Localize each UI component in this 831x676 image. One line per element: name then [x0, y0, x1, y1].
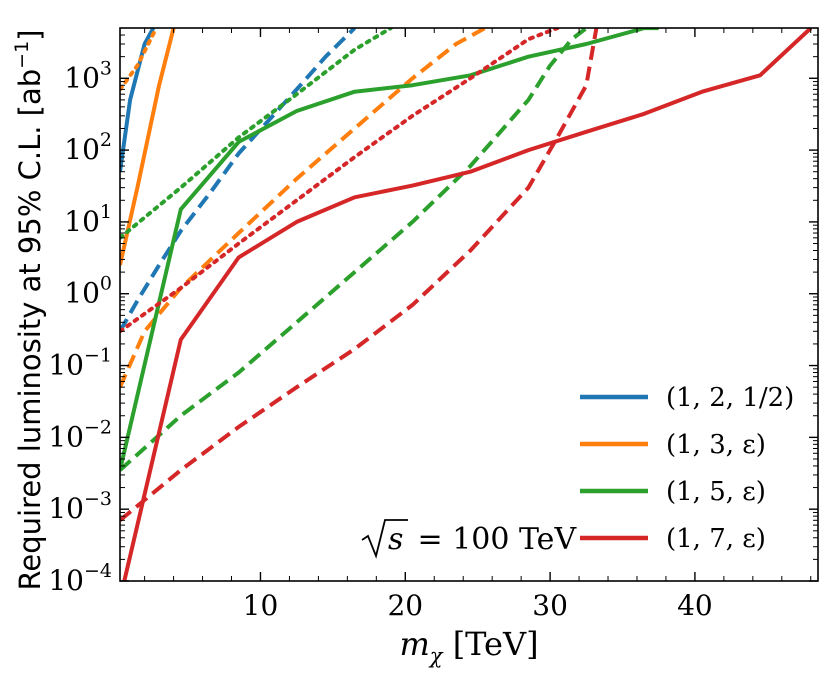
x-tick-label: 30	[532, 589, 568, 622]
x-tick-label: 20	[387, 589, 423, 622]
y-tick-exponent: −4	[84, 560, 112, 582]
y-tick-label: 10−2	[48, 416, 112, 453]
y-axis-label: Required luminosity at 95% C.L. [ab−1]	[11, 29, 47, 590]
y-tick-base: 10	[64, 61, 100, 94]
x-axis-label-unit: [TeV]	[443, 625, 539, 663]
series-line-10-dotted	[120, 28, 560, 334]
y-tick-label: 10−3	[48, 488, 112, 525]
y-axis-label-main: Required luminosity at 95% C.L. [ab	[13, 69, 47, 591]
series-line-9-dashed	[120, 28, 599, 522]
y-tick-base: 10	[48, 420, 84, 453]
y-tick-base: 10	[48, 564, 84, 597]
series-line-4-dotted	[120, 28, 159, 92]
y-tick-exponent: 2	[100, 129, 112, 151]
series-line-2-solid	[120, 28, 176, 266]
y-axis-label-superscript: −1	[11, 41, 33, 69]
y-tick-label: 10−1	[48, 345, 112, 382]
x-tick-label: 40	[677, 589, 713, 622]
energy-annotation: s = 100 TeV	[361, 519, 577, 559]
y-tick-exponent: −3	[84, 488, 112, 510]
legend-label: (1, 7, ε)	[666, 524, 766, 554]
series-line-0-solid	[120, 28, 156, 172]
y-axis-label-close: ]	[13, 29, 47, 40]
legend-label: (1, 2, 1/2)	[666, 383, 794, 413]
x-axis-label: mχ [TeV]	[399, 625, 538, 668]
annotation-radicand: s	[388, 522, 403, 557]
y-tick-base: 10	[48, 349, 84, 382]
sqrt-sign-icon	[361, 519, 408, 559]
series-line-1-dashed	[120, 28, 357, 333]
series-line-7-dotted	[120, 28, 393, 240]
y-tick-label: 102	[64, 129, 112, 166]
y-tick-label: 10−4	[48, 560, 112, 597]
y-tick-base: 10	[48, 492, 84, 525]
x-tick-label: 10	[243, 589, 279, 622]
y-tick-exponent: 0	[100, 273, 112, 295]
legend: (1, 2, 1/2) (1, 3, ε) (1, 5, ε) (1, 7, ε)	[580, 383, 794, 554]
y-tick-exponent: −1	[84, 345, 112, 367]
legend-label: (1, 5, ε)	[666, 477, 766, 507]
y-tick-label: 100	[64, 273, 112, 310]
series-line-8-solid	[122, 28, 813, 581]
y-tick-label: 101	[64, 201, 112, 238]
y-tick-base: 10	[64, 205, 100, 238]
y-tick-exponent: −2	[84, 416, 112, 438]
x-axis-label-subscript: χ	[428, 644, 444, 668]
y-tick-base: 10	[64, 277, 100, 310]
x-axis-label-main: m	[399, 625, 429, 663]
y-tick-exponent: 1	[100, 201, 112, 223]
legend-label: (1, 3, ε)	[666, 430, 766, 460]
series-line-3-dashed	[120, 28, 486, 389]
series-line-5-solid	[120, 28, 659, 471]
series-curves	[120, 28, 813, 581]
y-tick-exponent: 3	[100, 57, 112, 79]
annotation-text: = 100 TeV	[408, 522, 577, 557]
y-tick-label: 103	[64, 57, 112, 94]
y-tick-base: 10	[64, 133, 100, 166]
series-line-6-dashed	[120, 28, 588, 472]
